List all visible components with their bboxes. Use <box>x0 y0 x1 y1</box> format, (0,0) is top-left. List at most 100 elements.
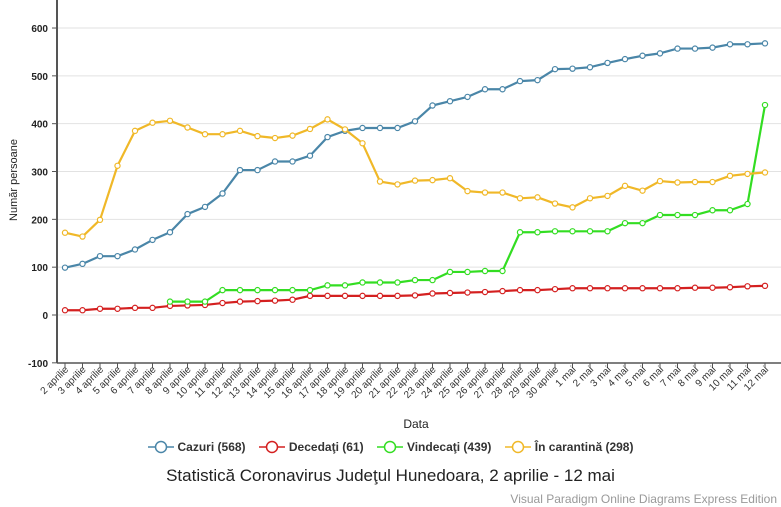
data-point[interactable] <box>586 195 594 202</box>
data-point[interactable] <box>691 45 699 52</box>
data-point[interactable] <box>166 117 174 125</box>
data-point[interactable] <box>114 305 121 312</box>
data-point[interactable] <box>516 286 524 294</box>
data-point[interactable] <box>429 290 436 297</box>
data-point[interactable] <box>219 131 226 138</box>
data-point[interactable] <box>341 282 349 289</box>
data-point[interactable] <box>726 284 734 291</box>
data-point[interactable] <box>604 59 611 67</box>
data-point[interactable] <box>96 305 104 312</box>
data-point[interactable] <box>761 282 769 290</box>
data-point[interactable] <box>481 189 489 196</box>
data-point[interactable] <box>149 119 156 126</box>
data-point[interactable] <box>149 236 156 244</box>
data-point[interactable] <box>324 282 331 289</box>
data-point[interactable] <box>184 210 191 218</box>
data-point[interactable] <box>446 268 454 276</box>
data-point[interactable] <box>394 181 401 188</box>
data-point[interactable] <box>516 229 524 236</box>
data-point[interactable] <box>534 194 541 201</box>
data-point[interactable] <box>499 86 506 93</box>
data-point[interactable] <box>376 279 384 286</box>
data-point[interactable] <box>289 286 296 294</box>
data-point[interactable] <box>446 175 454 182</box>
data-point[interactable] <box>656 177 664 185</box>
data-point[interactable] <box>761 101 769 109</box>
data-point[interactable] <box>359 124 366 132</box>
data-point[interactable] <box>254 166 261 174</box>
data-point[interactable] <box>149 304 156 312</box>
data-point[interactable] <box>184 298 191 305</box>
data-point[interactable] <box>464 187 471 195</box>
data-point[interactable] <box>359 279 366 286</box>
data-point[interactable] <box>744 170 751 178</box>
data-point[interactable] <box>534 286 541 294</box>
legend-item-cazuri[interactable]: Cazuri (568) <box>147 440 246 454</box>
data-point[interactable] <box>131 246 139 253</box>
data-point[interactable] <box>621 55 629 63</box>
data-point[interactable] <box>744 200 751 208</box>
data-point[interactable] <box>446 289 454 297</box>
data-point[interactable] <box>131 304 139 312</box>
data-point[interactable] <box>726 172 734 180</box>
data-point[interactable] <box>306 286 314 294</box>
data-point[interactable] <box>359 140 366 147</box>
data-point[interactable] <box>411 276 419 284</box>
data-point[interactable] <box>464 93 471 101</box>
data-point[interactable] <box>726 41 734 48</box>
data-point[interactable] <box>254 297 261 305</box>
data-point[interactable] <box>306 125 314 133</box>
data-point[interactable] <box>709 284 716 291</box>
data-point[interactable] <box>586 64 594 71</box>
data-point[interactable] <box>166 298 174 305</box>
data-point[interactable] <box>271 286 279 294</box>
data-point[interactable] <box>674 45 681 52</box>
data-point[interactable] <box>464 289 471 296</box>
data-point[interactable] <box>744 41 751 48</box>
data-point[interactable] <box>499 189 506 196</box>
data-point[interactable] <box>604 285 611 292</box>
data-point[interactable] <box>306 292 314 300</box>
data-point[interactable] <box>516 195 524 202</box>
data-point[interactable] <box>569 204 576 211</box>
data-point[interactable] <box>394 124 401 132</box>
data-point[interactable] <box>499 287 506 295</box>
data-point[interactable] <box>586 285 594 292</box>
data-point[interactable] <box>394 279 401 286</box>
data-point[interactable] <box>219 299 226 307</box>
data-point[interactable] <box>744 283 751 290</box>
data-point[interactable] <box>219 286 226 294</box>
data-point[interactable] <box>604 228 611 235</box>
data-point[interactable] <box>639 285 646 292</box>
data-point[interactable] <box>551 228 559 235</box>
data-point[interactable] <box>446 97 454 105</box>
data-point[interactable] <box>271 297 279 304</box>
data-point[interactable] <box>376 292 384 300</box>
legend-item-decedati[interactable]: Decedaţi (61) <box>258 440 364 454</box>
data-point[interactable] <box>79 260 86 268</box>
data-point[interactable] <box>201 298 209 305</box>
data-point[interactable] <box>674 285 681 292</box>
data-point[interactable] <box>271 158 279 165</box>
data-point[interactable] <box>569 285 576 292</box>
data-point[interactable] <box>621 182 629 190</box>
data-point[interactable] <box>604 192 611 200</box>
data-point[interactable] <box>429 102 436 109</box>
data-point[interactable] <box>411 118 419 125</box>
data-point[interactable] <box>289 158 296 165</box>
data-point[interactable] <box>394 292 401 300</box>
data-point[interactable] <box>551 200 559 207</box>
data-point[interactable] <box>236 166 244 174</box>
data-point[interactable] <box>621 219 629 227</box>
data-point[interactable] <box>254 286 261 294</box>
data-point[interactable] <box>761 40 769 47</box>
data-point[interactable] <box>656 211 664 219</box>
legend-item-vindecati[interactable]: Vindecaţi (439) <box>376 440 491 454</box>
data-point[interactable] <box>516 77 524 85</box>
data-point[interactable] <box>656 285 664 292</box>
data-point[interactable] <box>236 286 244 294</box>
data-point[interactable] <box>691 178 699 186</box>
data-point[interactable] <box>639 219 646 227</box>
data-point[interactable] <box>429 276 436 284</box>
data-point[interactable] <box>324 116 331 123</box>
